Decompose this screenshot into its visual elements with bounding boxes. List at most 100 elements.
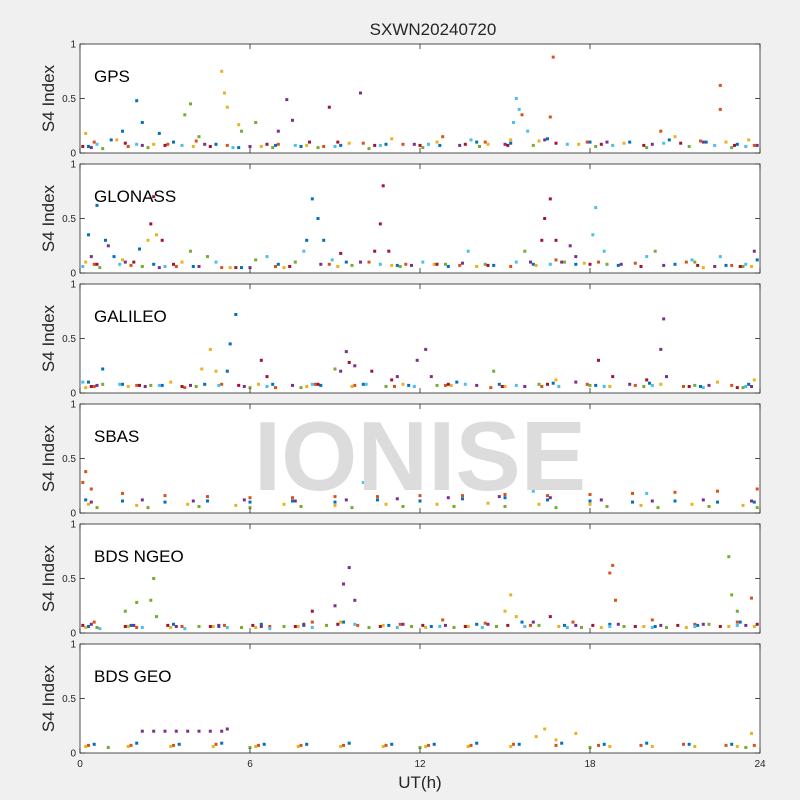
data-point (84, 745, 88, 748)
data-point (418, 499, 422, 503)
data-point (554, 238, 558, 242)
y-tick-label: 0.5 (62, 334, 76, 345)
data-point (206, 495, 209, 499)
data-point (427, 743, 430, 747)
data-point (291, 383, 294, 387)
data-point (509, 265, 513, 268)
data-point (174, 625, 178, 628)
data-point (650, 618, 654, 622)
data-point (605, 505, 609, 508)
data-point (750, 385, 753, 388)
data-point (143, 385, 147, 388)
data-point (404, 262, 408, 266)
data-point (81, 380, 85, 384)
data-point (735, 386, 739, 390)
data-point (599, 498, 603, 502)
data-point (186, 502, 190, 506)
data-point (435, 502, 439, 506)
data-point (707, 622, 711, 626)
data-point (690, 258, 694, 262)
data-point (395, 497, 399, 501)
data-point (682, 742, 685, 746)
data-point (84, 470, 88, 474)
data-point (214, 260, 218, 264)
data-point (693, 622, 697, 626)
data-point (395, 375, 399, 379)
series-1 (81, 470, 759, 500)
data-point (648, 381, 651, 385)
y-tick-label: 1 (70, 640, 76, 651)
data-point (435, 140, 439, 144)
series-3 (89, 244, 756, 270)
data-point (172, 622, 175, 626)
data-point (259, 145, 263, 148)
data-point (741, 265, 745, 268)
data-point (444, 262, 447, 266)
data-point (752, 143, 756, 147)
data-point (339, 369, 343, 373)
data-point (129, 263, 133, 267)
data-point (565, 142, 569, 146)
data-point (693, 260, 697, 264)
data-point (322, 238, 326, 242)
y-tick-label: 1 (70, 280, 76, 291)
data-point (727, 555, 731, 559)
data-point (693, 745, 697, 748)
data-point (588, 502, 592, 506)
data-point (356, 623, 360, 627)
data-point (248, 746, 252, 749)
data-point (370, 369, 374, 373)
data-point (126, 385, 130, 388)
data-point (214, 369, 218, 373)
data-point (220, 729, 224, 733)
data-point (296, 745, 300, 748)
data-point (138, 383, 141, 387)
series-0 (87, 313, 751, 388)
series-0 (87, 197, 759, 270)
data-point (642, 143, 646, 147)
panels-group: 0 0.5 1 GPS S4 Index 0 0.5 1 GLONASS S4 Index 0 0.5… (39, 40, 761, 760)
series-2 (84, 593, 756, 629)
data-point (327, 262, 331, 266)
data-point (257, 382, 260, 386)
data-point (367, 147, 371, 151)
data-point (716, 500, 719, 504)
data-point (206, 255, 209, 259)
data-point (520, 620, 524, 624)
data-point (554, 506, 558, 510)
data-point (497, 382, 501, 386)
panel-label: BDS NGEO (94, 547, 184, 566)
data-point (633, 261, 637, 265)
data-point (452, 626, 456, 629)
data-point (747, 382, 751, 386)
data-point (707, 505, 711, 508)
panel-plot-area (80, 524, 760, 633)
data-point (299, 743, 303, 747)
series-4 (101, 102, 734, 151)
data-point (276, 262, 280, 266)
y-axis-label: S4 Index (39, 64, 58, 132)
data-point (376, 498, 379, 502)
data-point (733, 143, 736, 147)
data-point (191, 145, 195, 148)
data-point (157, 266, 161, 270)
data-point (92, 742, 96, 746)
data-point (197, 625, 201, 628)
data-point (446, 496, 450, 500)
data-point (489, 386, 493, 390)
x-axis: 0 6 12 18 24 (77, 759, 766, 770)
y-tick-label: 1 (70, 520, 76, 531)
y-tick-label: 0 (70, 629, 76, 640)
data-point (650, 142, 654, 146)
data-point (361, 141, 365, 145)
data-point (384, 385, 388, 388)
data-point (225, 727, 229, 731)
data-point (469, 743, 473, 747)
data-point (81, 265, 85, 268)
data-point (208, 347, 212, 351)
series-1 (87, 742, 756, 747)
data-point (95, 506, 99, 510)
data-point (497, 495, 501, 499)
data-point (605, 262, 609, 266)
data-point (483, 621, 487, 625)
